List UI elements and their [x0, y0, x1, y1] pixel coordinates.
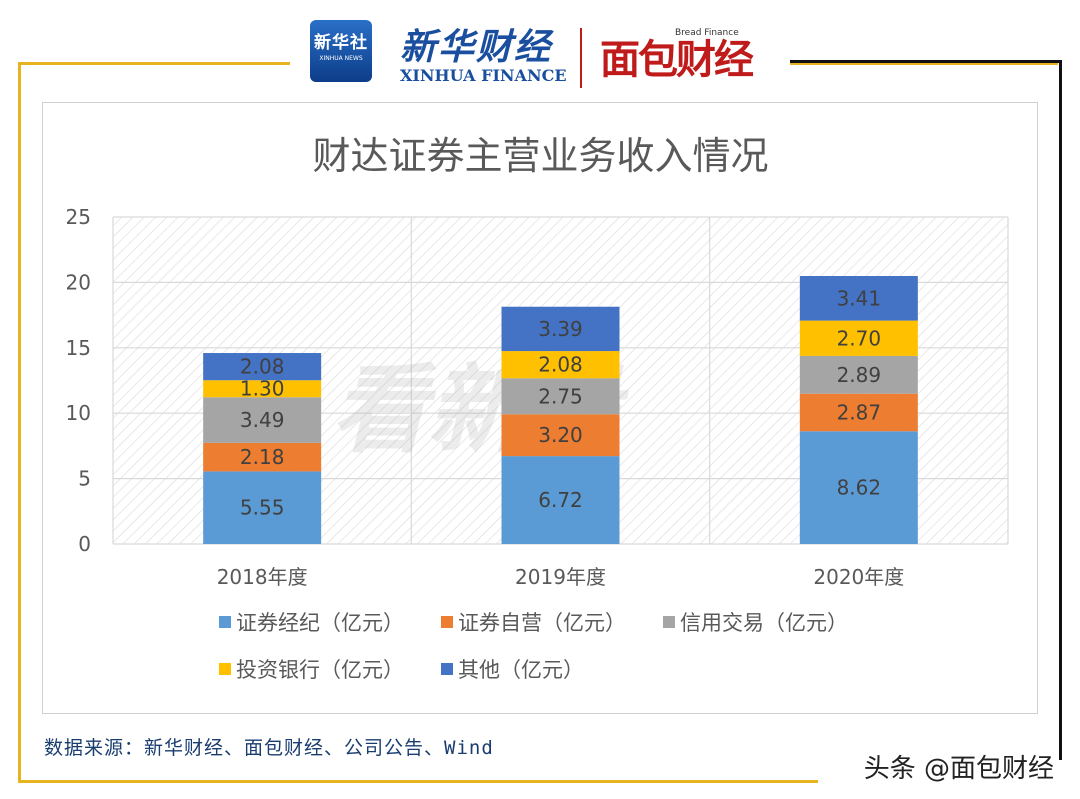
legend-swatch	[219, 663, 231, 675]
source-note: 数据来源：新华财经、面包财经、公司公告、Wind	[44, 737, 494, 759]
legend-swatch	[219, 616, 231, 628]
xinhua-finance-logo: 新华财经 XINHUA FINANCE	[400, 18, 567, 85]
bread-finance-logo: Bread Finance 面包财经	[600, 28, 754, 83]
legend-swatch	[663, 616, 675, 628]
y-tick-label: 10	[66, 401, 91, 425]
xinhua-news-logo: 新华社 XINHUA NEWS	[310, 20, 372, 82]
frame-line-right	[1059, 60, 1062, 760]
frame-line-top-right	[790, 60, 1062, 63]
y-tick-label: 15	[66, 336, 91, 360]
bar-segment	[799, 275, 918, 321]
bar-segment	[203, 442, 322, 472]
data-label: 1.30	[240, 377, 285, 401]
data-label: 2.89	[837, 363, 882, 387]
data-label: 5.55	[240, 496, 285, 520]
bar-segment	[203, 380, 322, 398]
data-label: 2.87	[837, 400, 882, 424]
x-tick-label: 2018年度	[217, 565, 308, 589]
data-label: 6.72	[538, 488, 583, 512]
xinhua-badge-cn: 新华社	[314, 33, 368, 53]
data-label: 2.18	[240, 445, 285, 469]
bar-segment	[203, 353, 322, 381]
bar-segment	[799, 355, 918, 394]
data-label: 3.41	[837, 286, 882, 310]
chart-title: 财达证券主营业务收入情况	[312, 134, 768, 178]
legend-label: 其他（亿元）	[458, 658, 584, 682]
legend-swatch	[441, 616, 453, 628]
bar-segment	[501, 306, 620, 352]
bread-finance-en: Bread Finance	[675, 28, 739, 38]
y-tick-label: 0	[78, 532, 91, 556]
bar-segment	[799, 431, 918, 544]
legend-swatch	[441, 663, 453, 675]
legend-label: 投资银行（亿元）	[236, 658, 404, 682]
bar-segment	[203, 397, 322, 443]
bar-segment	[501, 414, 620, 457]
x-tick-label: 2020年度	[813, 565, 904, 589]
data-label: 2.08	[538, 353, 583, 377]
y-tick-label: 25	[66, 205, 91, 229]
y-tick-label: 20	[66, 270, 91, 294]
legend-label: 信用交易（亿元）	[680, 611, 848, 635]
bar-segment	[501, 351, 620, 379]
y-tick-label: 5	[78, 467, 91, 491]
stacked-bar-chart: 财达证券主营业务收入情况0510152025看新股5.552.183.491.3…	[66, 134, 1009, 682]
bar-segment	[501, 456, 620, 544]
legend-label: 证券自营（亿元）	[458, 611, 626, 635]
bar-segment	[501, 378, 620, 415]
data-label: 3.39	[538, 317, 583, 341]
bar-segment	[799, 393, 918, 432]
legend-label: 证券经纪（亿元）	[236, 611, 404, 635]
xinhua-finance-cn: 新华财经	[400, 26, 553, 68]
chart-container: 财达证券主营业务收入情况 0 5 10 15 20 25 看新股 5.55 2.18 3.49 1.3…	[42, 102, 1038, 714]
xinhua-badge-en: XINHUA NEWS	[319, 55, 363, 62]
bar-segment	[799, 320, 918, 356]
frame-line-bottom	[18, 780, 818, 783]
data-label: 3.20	[538, 423, 583, 447]
x-tick-label: 2019年度	[515, 565, 606, 589]
logo-divider	[580, 28, 582, 88]
header-logos: 新华社 XINHUA NEWS 新华财经 XINHUA FINANCE Brea…	[290, 0, 790, 100]
xinhua-finance-en: XINHUA FINANCE	[400, 66, 567, 85]
data-label: 2.08	[240, 355, 285, 379]
corner-watermark: 头条 @面包财经	[859, 748, 1058, 785]
data-label: 2.70	[837, 326, 882, 350]
bar-segment	[203, 471, 322, 544]
data-label: 2.75	[538, 384, 583, 408]
data-label: 8.62	[837, 476, 882, 500]
bread-finance-cn: 面包财经	[600, 37, 754, 83]
data-label: 3.49	[240, 408, 285, 432]
